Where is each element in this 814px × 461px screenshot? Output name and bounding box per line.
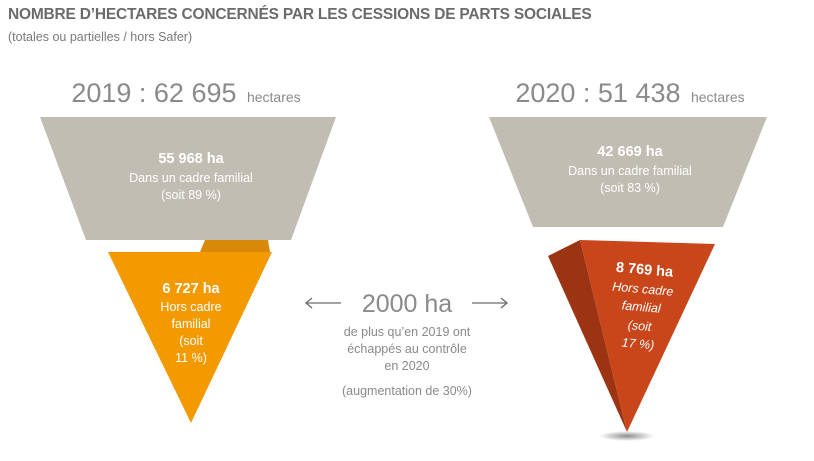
comparison-line2: échappés au contrôle — [347, 342, 467, 356]
chart-subtitle: (totales ou partielles / hors Safer) — [8, 30, 193, 44]
comparison-line3: en 2020 — [384, 359, 429, 373]
hors-desc-2019-line1: Hors cadre — [160, 300, 221, 314]
hors-segment-2020 — [580, 240, 715, 432]
hors-desc-2019-line4: 11 %) — [175, 351, 207, 365]
funnel-2019: 2019 : 62 695 hectares 55 968 ha Dans un… — [40, 78, 336, 423]
chart-title: NOMBRE D’HECTARES CONCERNÉS PAR LES CESS… — [8, 6, 592, 23]
familial-desc-2020-line1: Dans un cadre familial — [568, 164, 692, 178]
year-total-2019-unit: hectares — [247, 89, 301, 105]
hors-desc-2019-line3: (soit — [179, 334, 203, 348]
hors-desc-2020-line4: 17 %) — [621, 336, 655, 353]
right-arrow-icon — [472, 297, 509, 309]
familial-segment-2020 — [489, 117, 767, 227]
familial-value-2020: 42 669 ha — [597, 144, 663, 160]
year-total-2019: 2019 : 62 695 hectares — [71, 78, 300, 108]
year-total-2020: 2020 : 51 438 hectares — [515, 78, 744, 108]
familial-desc-2019-line2: (soit 89 %) — [161, 188, 221, 202]
hors-segment-2019 — [108, 252, 272, 423]
comparison-note: (augmentation de 30%) — [342, 384, 472, 398]
year-total-2020-unit: hectares — [691, 89, 745, 105]
hors-desc-2020-line3: (soit — [627, 318, 652, 334]
familial-value-2019: 55 968 ha — [158, 151, 224, 167]
hors-segment-2020-shade — [548, 240, 627, 432]
hors-value-2020: 8 769 ha — [615, 260, 674, 281]
hors-segment-2019-shade — [200, 240, 270, 252]
comparison-block: 2000 ha de plus qu’en 2019 ont échappés … — [304, 290, 509, 398]
left-arrow-icon — [304, 297, 341, 309]
hors-segment-2020-shadow — [599, 431, 655, 441]
familial-segment-2019 — [40, 117, 336, 240]
year-total-2019-value: 2019 : 62 695 — [71, 78, 236, 108]
hors-value-2019: 6 727 ha — [162, 281, 220, 297]
hors-desc-2020-line2: familial — [621, 298, 662, 315]
comparison-value: 2000 ha — [362, 290, 452, 318]
year-total-2020-value: 2020 : 51 438 — [515, 78, 680, 108]
hors-desc-2019-line2: familial — [172, 317, 211, 331]
hors-desc-2020-line1: Hors cadre — [612, 280, 674, 299]
familial-desc-2019-line1: Dans un cadre familial — [129, 171, 253, 185]
comparison-line1: de plus qu’en 2019 ont — [344, 325, 471, 339]
funnel-2020: 2020 : 51 438 hectares 42 669 ha Dans un… — [489, 78, 767, 441]
familial-desc-2020-line2: (soit 83 %) — [600, 181, 660, 195]
